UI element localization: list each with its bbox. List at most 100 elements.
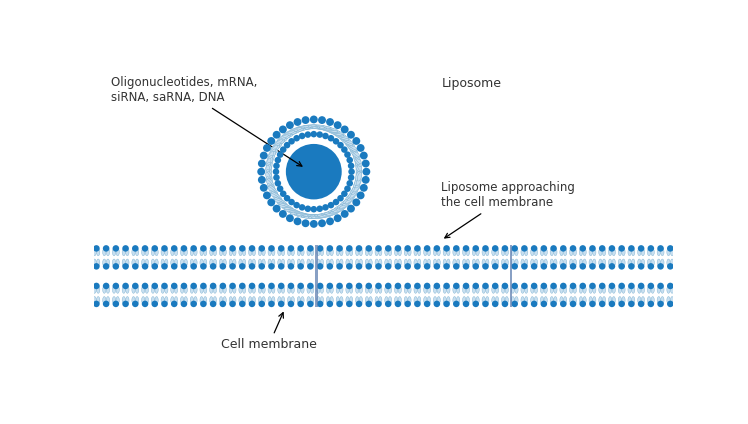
Ellipse shape (398, 248, 402, 256)
Text: Liposome approaching
the cell membrane: Liposome approaching the cell membrane (441, 181, 575, 238)
Ellipse shape (512, 283, 518, 289)
Ellipse shape (330, 130, 343, 134)
Ellipse shape (283, 142, 290, 148)
Ellipse shape (589, 263, 595, 270)
Ellipse shape (319, 126, 334, 129)
Ellipse shape (369, 248, 373, 256)
Ellipse shape (398, 259, 402, 266)
Ellipse shape (341, 210, 349, 218)
Ellipse shape (357, 144, 364, 152)
Ellipse shape (291, 296, 295, 304)
Ellipse shape (310, 220, 318, 228)
Ellipse shape (437, 296, 441, 304)
Ellipse shape (444, 263, 450, 270)
Ellipse shape (492, 263, 498, 270)
Ellipse shape (404, 259, 408, 266)
Ellipse shape (583, 259, 586, 266)
Ellipse shape (239, 286, 242, 293)
Ellipse shape (316, 126, 331, 128)
Ellipse shape (273, 168, 279, 175)
Ellipse shape (213, 259, 217, 266)
Ellipse shape (580, 245, 586, 252)
Ellipse shape (274, 199, 286, 206)
Ellipse shape (161, 259, 165, 266)
Ellipse shape (297, 296, 301, 304)
Ellipse shape (275, 139, 287, 146)
Ellipse shape (268, 296, 272, 304)
Ellipse shape (258, 259, 262, 266)
Ellipse shape (174, 259, 178, 266)
Ellipse shape (466, 286, 470, 293)
Ellipse shape (476, 296, 479, 304)
Ellipse shape (434, 245, 440, 252)
Ellipse shape (106, 296, 109, 304)
Ellipse shape (327, 301, 333, 307)
Ellipse shape (608, 248, 612, 256)
Ellipse shape (165, 296, 168, 304)
Ellipse shape (268, 158, 273, 167)
Ellipse shape (462, 259, 466, 266)
Ellipse shape (336, 259, 340, 266)
Ellipse shape (288, 211, 302, 215)
Ellipse shape (466, 248, 470, 256)
Ellipse shape (283, 207, 299, 212)
Ellipse shape (268, 179, 275, 188)
Ellipse shape (239, 296, 242, 304)
Ellipse shape (350, 149, 359, 158)
Ellipse shape (365, 286, 369, 293)
Ellipse shape (602, 248, 606, 256)
Ellipse shape (184, 286, 188, 293)
Ellipse shape (342, 138, 354, 144)
Ellipse shape (301, 214, 318, 217)
Ellipse shape (408, 259, 411, 266)
Ellipse shape (135, 248, 139, 256)
Ellipse shape (531, 263, 537, 270)
Ellipse shape (443, 296, 447, 304)
Ellipse shape (511, 248, 515, 256)
Ellipse shape (337, 263, 343, 270)
Ellipse shape (203, 259, 207, 266)
Ellipse shape (609, 283, 615, 289)
Ellipse shape (273, 197, 283, 204)
Ellipse shape (414, 283, 420, 289)
Ellipse shape (355, 296, 359, 304)
Ellipse shape (308, 125, 324, 127)
Ellipse shape (414, 286, 417, 293)
Ellipse shape (260, 184, 268, 192)
Ellipse shape (482, 263, 488, 270)
Ellipse shape (102, 301, 109, 307)
Ellipse shape (274, 195, 285, 204)
Ellipse shape (375, 263, 381, 270)
Ellipse shape (598, 286, 602, 293)
Ellipse shape (316, 286, 320, 293)
Ellipse shape (93, 296, 96, 304)
Ellipse shape (328, 135, 334, 142)
Ellipse shape (132, 296, 135, 304)
Ellipse shape (333, 199, 340, 205)
Ellipse shape (563, 259, 567, 266)
Ellipse shape (346, 180, 353, 187)
Ellipse shape (660, 259, 664, 266)
Ellipse shape (260, 152, 268, 159)
Ellipse shape (501, 248, 505, 256)
Ellipse shape (551, 301, 557, 307)
Ellipse shape (375, 248, 378, 256)
Ellipse shape (268, 149, 276, 157)
Ellipse shape (278, 201, 290, 208)
Ellipse shape (165, 248, 168, 256)
Ellipse shape (599, 301, 605, 307)
Ellipse shape (298, 245, 304, 252)
Ellipse shape (310, 259, 314, 266)
Ellipse shape (252, 248, 256, 256)
Ellipse shape (638, 263, 645, 270)
Ellipse shape (433, 286, 437, 293)
Ellipse shape (337, 283, 343, 289)
Ellipse shape (194, 248, 197, 256)
Ellipse shape (308, 216, 324, 218)
Ellipse shape (631, 286, 635, 293)
Ellipse shape (414, 245, 420, 252)
Ellipse shape (322, 213, 337, 216)
Ellipse shape (375, 245, 381, 252)
Ellipse shape (670, 296, 674, 304)
Ellipse shape (427, 296, 431, 304)
